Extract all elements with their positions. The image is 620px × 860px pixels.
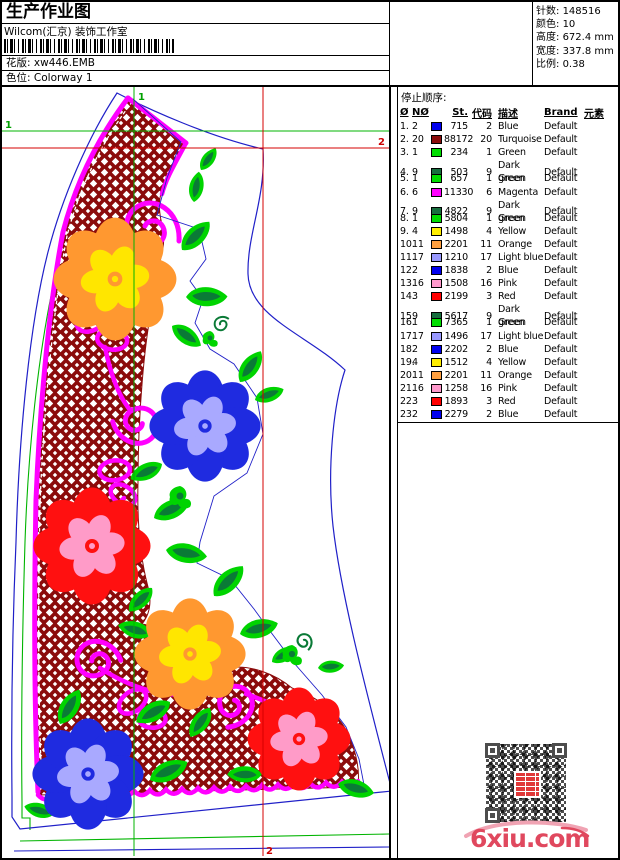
table-row: 23. 2 2279 2 Blue Default xyxy=(400,409,578,421)
design-canvas: 1 1 2 2 xyxy=(2,87,393,858)
qr-finder-icon xyxy=(485,808,500,823)
qr-finder-icon xyxy=(485,743,500,758)
color-swatch xyxy=(431,410,442,420)
color-swatch xyxy=(431,357,442,367)
col-element: 元素 xyxy=(584,109,604,120)
table-row: 9. 4 1498 4 Yellow Default xyxy=(400,225,578,237)
color-swatch xyxy=(431,370,442,380)
stop-sequence-title: 停止顺序: xyxy=(401,92,447,104)
table-body: 1. 2 715 2 Blue Default 2. 20 88172 20 T… xyxy=(398,120,618,421)
header-spacer xyxy=(390,2,532,85)
color-swatch xyxy=(431,135,442,145)
color-swatch xyxy=(431,331,442,341)
pattern-file-value: xw446.EMB xyxy=(33,57,95,69)
info-line: 比例: 0.38 xyxy=(536,58,585,70)
qr-finder-icon xyxy=(552,743,567,758)
page-title: 生产作业图 xyxy=(2,2,389,24)
table-row: 19. 4 1512 4 Yellow Default xyxy=(400,356,578,368)
color-swatch xyxy=(431,344,442,354)
color-swatch xyxy=(431,226,442,236)
colorway-label: 色位: xyxy=(6,72,31,84)
table-row: 16. 1 7365 1 Green Default xyxy=(400,317,578,329)
table-row: 10. 11 2201 11 Orange Default xyxy=(400,238,578,250)
flower-blue-bottom xyxy=(32,718,144,830)
col-code: 代码 xyxy=(472,109,492,120)
table-row: 4. 9 503 9 Dark green Default xyxy=(400,160,578,185)
table-row: 1. 2 715 2 Blue Default xyxy=(400,121,578,133)
guide-label-v-red: 2 xyxy=(266,846,273,856)
table-row: 17. 17 1496 17 Light blue Default xyxy=(400,330,578,342)
table-row: 8. 1 5804 1 Green Default xyxy=(400,212,578,224)
table-row: 5. 1 657 1 Green Default xyxy=(400,173,578,185)
table-row: 22. 3 1893 3 Red Default xyxy=(400,396,578,408)
color-swatch xyxy=(431,266,442,276)
watermark-text: 6xiu.com xyxy=(470,824,590,853)
flower-blue-mid xyxy=(149,370,261,482)
header: 生产作业图 Wilcom(汇京) 装饰工作室 花版: xw446.EMB 色位:… xyxy=(2,2,618,87)
color-swatch xyxy=(431,292,442,302)
table-end-line xyxy=(398,422,618,424)
color-swatch xyxy=(431,252,442,262)
flower-red-bottom xyxy=(247,687,351,791)
qr-code xyxy=(481,739,571,827)
flowers xyxy=(32,217,351,830)
col-needle: NØ xyxy=(412,107,429,118)
guide-label-h-red: 2 xyxy=(378,137,385,148)
watermark-swoosh-icon xyxy=(464,820,590,838)
stop-sequence-table: 停止顺序: Ø NØ St. 代码 描述 Brand 元素 1. 2 715 2… xyxy=(397,87,618,858)
info-line: 宽度: 337.8 mm xyxy=(536,45,614,57)
info-line: 高度: 672.4 mm xyxy=(536,32,614,44)
col-seq: Ø xyxy=(400,107,409,118)
table-row: 15. 9 5617 9 Dark green Default xyxy=(400,304,578,329)
info-line: 颜色: 10 xyxy=(536,19,576,31)
color-swatch xyxy=(431,213,442,223)
flower-red-mid xyxy=(33,487,151,605)
barcode xyxy=(4,39,174,53)
col-stitches: St. xyxy=(452,107,468,118)
table-row: 3. 1 234 1 Green Default xyxy=(400,147,578,159)
design-info-box: 针数: 148516 颜色: 10 高度: 672.4 mm 宽度: 337.8… xyxy=(532,2,618,85)
col-brand: Brand xyxy=(544,107,578,118)
color-swatch xyxy=(431,148,442,158)
color-swatch xyxy=(431,122,442,132)
flower-orange-top xyxy=(53,217,177,341)
color-swatch xyxy=(431,239,442,249)
color-swatch xyxy=(431,187,442,197)
colorway-row: 色位: Colorway 1 xyxy=(2,70,389,85)
color-swatch xyxy=(431,318,442,328)
colorway-value: Colorway 1 xyxy=(33,72,93,84)
table-row: 13. 16 1508 16 Pink Default xyxy=(400,278,578,290)
guide-label-v-green: 1 xyxy=(138,92,145,103)
studio-name: Wilcom(汇京) 装饰工作室 xyxy=(4,26,128,38)
color-swatch xyxy=(431,397,442,407)
guide-lines: 1 1 2 2 xyxy=(2,87,389,857)
guide-label-h-green: 1 xyxy=(5,120,12,131)
info-line: 针数: 148516 xyxy=(536,6,601,17)
table-row: 7. 9 4822 9 Dark green Default xyxy=(400,199,578,224)
table-header: Ø NØ St. 代码 描述 Brand 元素 xyxy=(398,105,618,120)
watermark: 6xiu.com xyxy=(462,816,592,858)
table-row: 11. 17 1210 17 Light blue Default xyxy=(400,251,578,263)
pattern-file-label: 花版: xyxy=(6,57,31,69)
embroidery-design: 1 1 2 2 xyxy=(2,87,393,857)
garment-outline xyxy=(11,92,393,852)
table-row: 2. 20 88172 20 Turquoise Default xyxy=(400,134,578,146)
color-swatch xyxy=(431,383,442,393)
table-row: 12. 2 1838 2 Blue Default xyxy=(400,265,578,277)
flower-yellow-bottom xyxy=(134,598,246,710)
color-swatch xyxy=(431,174,442,184)
table-row: 6. 6 11330 6 Magenta Default xyxy=(400,186,578,198)
qr-center-logo xyxy=(514,771,541,798)
pattern-file-row: 花版: xw446.EMB xyxy=(2,55,389,70)
color-swatch xyxy=(431,279,442,289)
col-desc: 描述 xyxy=(498,109,518,120)
table-row: 18. 2 2202 2 Blue Default xyxy=(400,343,578,355)
header-left: 生产作业图 Wilcom(汇京) 装饰工作室 花版: xw446.EMB 色位:… xyxy=(2,2,390,85)
table-row: 21. 16 1258 16 Pink Default xyxy=(400,382,578,394)
table-row: 20. 11 2201 11 Orange Default xyxy=(400,369,578,381)
table-row: 14. 3 2199 3 Red Default xyxy=(400,291,578,303)
